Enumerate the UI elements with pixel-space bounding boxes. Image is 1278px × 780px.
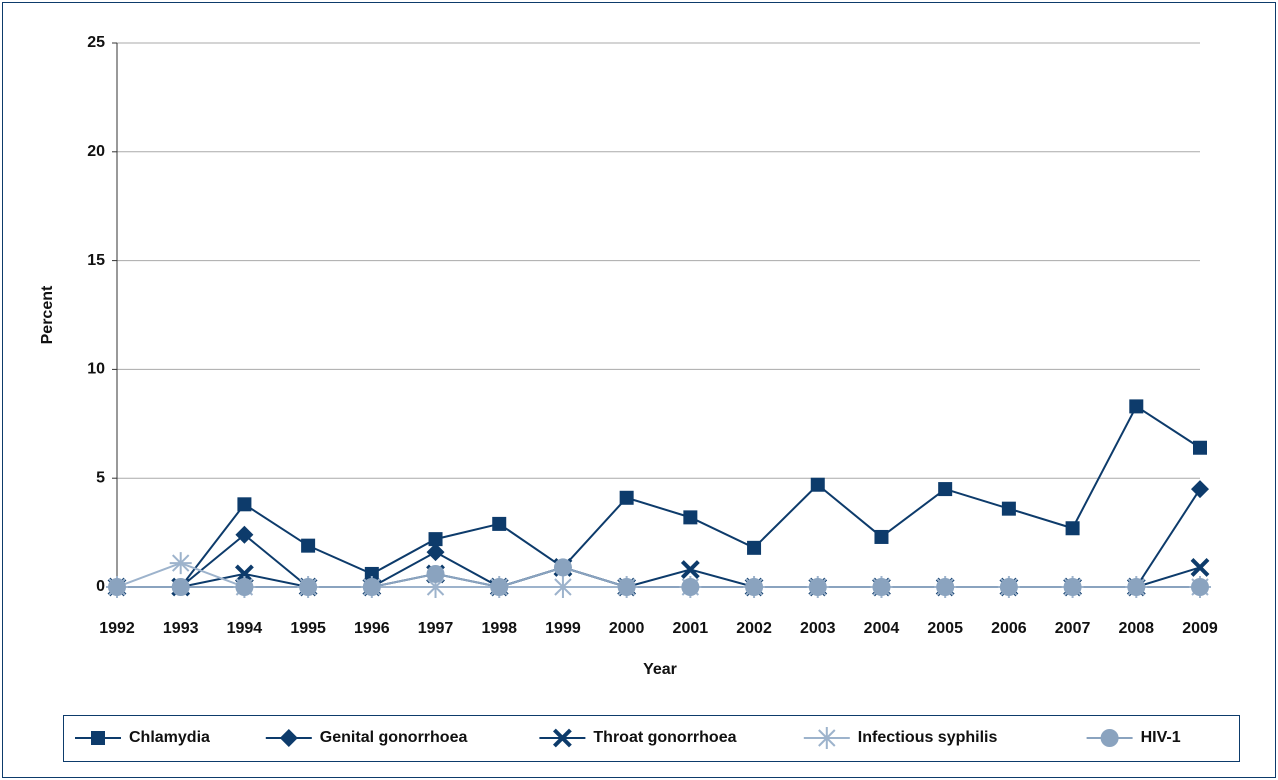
data-point [1193,440,1207,455]
legend-label: HIV-1 [1141,729,1181,746]
y-tick-label: 5 [96,469,105,486]
data-point [747,540,762,555]
data-point [1191,578,1209,596]
x-tick-label: 2005 [927,620,963,637]
data-point [1001,501,1016,516]
x-tick-label: 2001 [673,620,709,637]
data-point [1063,578,1082,596]
data-point [235,578,254,596]
data-point [1190,558,1210,577]
data-point [1129,399,1144,414]
x-tick-label: 1995 [290,620,326,637]
data-point [936,578,955,596]
legend-marker [91,731,105,745]
y-tick-label: 10 [87,361,105,378]
data-point [237,497,252,512]
legend-marker [279,729,298,747]
series-line [116,561,1200,588]
data-point [301,538,316,553]
legend-marker [552,728,572,748]
x-tick-label: 1998 [481,620,517,637]
x-tick-label: 1994 [227,620,263,637]
data-point [299,578,318,596]
data-point [683,510,698,525]
data-point [424,576,447,598]
data-point [492,516,507,531]
x-tick-label: 1996 [354,620,390,637]
data-point [426,564,445,583]
data-point [234,564,254,584]
series-line [117,488,1201,589]
y-tick-label: 15 [87,252,105,269]
x-tick-label: 2000 [609,620,645,637]
series-line [117,404,1201,588]
data-point [1065,521,1080,536]
data-point [171,578,190,596]
data-point [872,578,891,596]
data-point [1127,578,1146,596]
x-tick-label: 1993 [163,620,199,637]
data-point [874,529,889,544]
data-point [428,532,443,547]
y-axis-title: Percent [39,285,56,344]
data-point [490,578,509,596]
data-point [551,576,574,598]
series-line [117,566,1200,589]
x-tick-label: 2002 [736,620,772,637]
data-point [938,482,953,497]
data-point [553,558,572,577]
y-tick-label: 0 [96,578,105,595]
x-axis-title: Year [643,661,677,678]
data-point [680,560,700,580]
data-point [619,490,634,505]
legend-label: Throat gonorrhoea [593,729,736,746]
data-point [362,578,381,596]
legend-marker [815,727,838,749]
x-tick-label: 2008 [1118,620,1154,637]
data-point [810,477,825,492]
data-point [617,578,636,596]
x-tick-label: 2004 [864,620,900,637]
data-point [1191,480,1209,499]
x-tick-label: 1999 [545,620,581,637]
data-point [745,578,764,596]
legend-marker [1100,729,1119,747]
x-tick-label: 2009 [1182,620,1218,637]
x-tick-label: 2006 [991,620,1027,637]
legend-box [63,715,1240,762]
x-tick-label: 2003 [800,620,836,637]
data-point [364,566,379,581]
data-point [108,578,126,596]
data-point [681,578,700,596]
legend-label: Chlamydia [129,729,210,746]
data-point [169,552,192,575]
legend-label: Infectious syphilis [858,729,998,746]
legend-label: Genital gonorrhoea [320,729,468,746]
x-tick-label: 1997 [418,620,454,637]
data-point [808,578,827,596]
y-tick-label: 25 [87,34,105,51]
x-tick-label: 2007 [1055,620,1091,637]
x-tick-label: 1992 [99,620,135,637]
data-point [235,525,254,544]
data-point [999,578,1018,596]
series-line [117,566,1201,589]
y-tick-label: 20 [87,143,105,160]
data-point [426,543,445,562]
